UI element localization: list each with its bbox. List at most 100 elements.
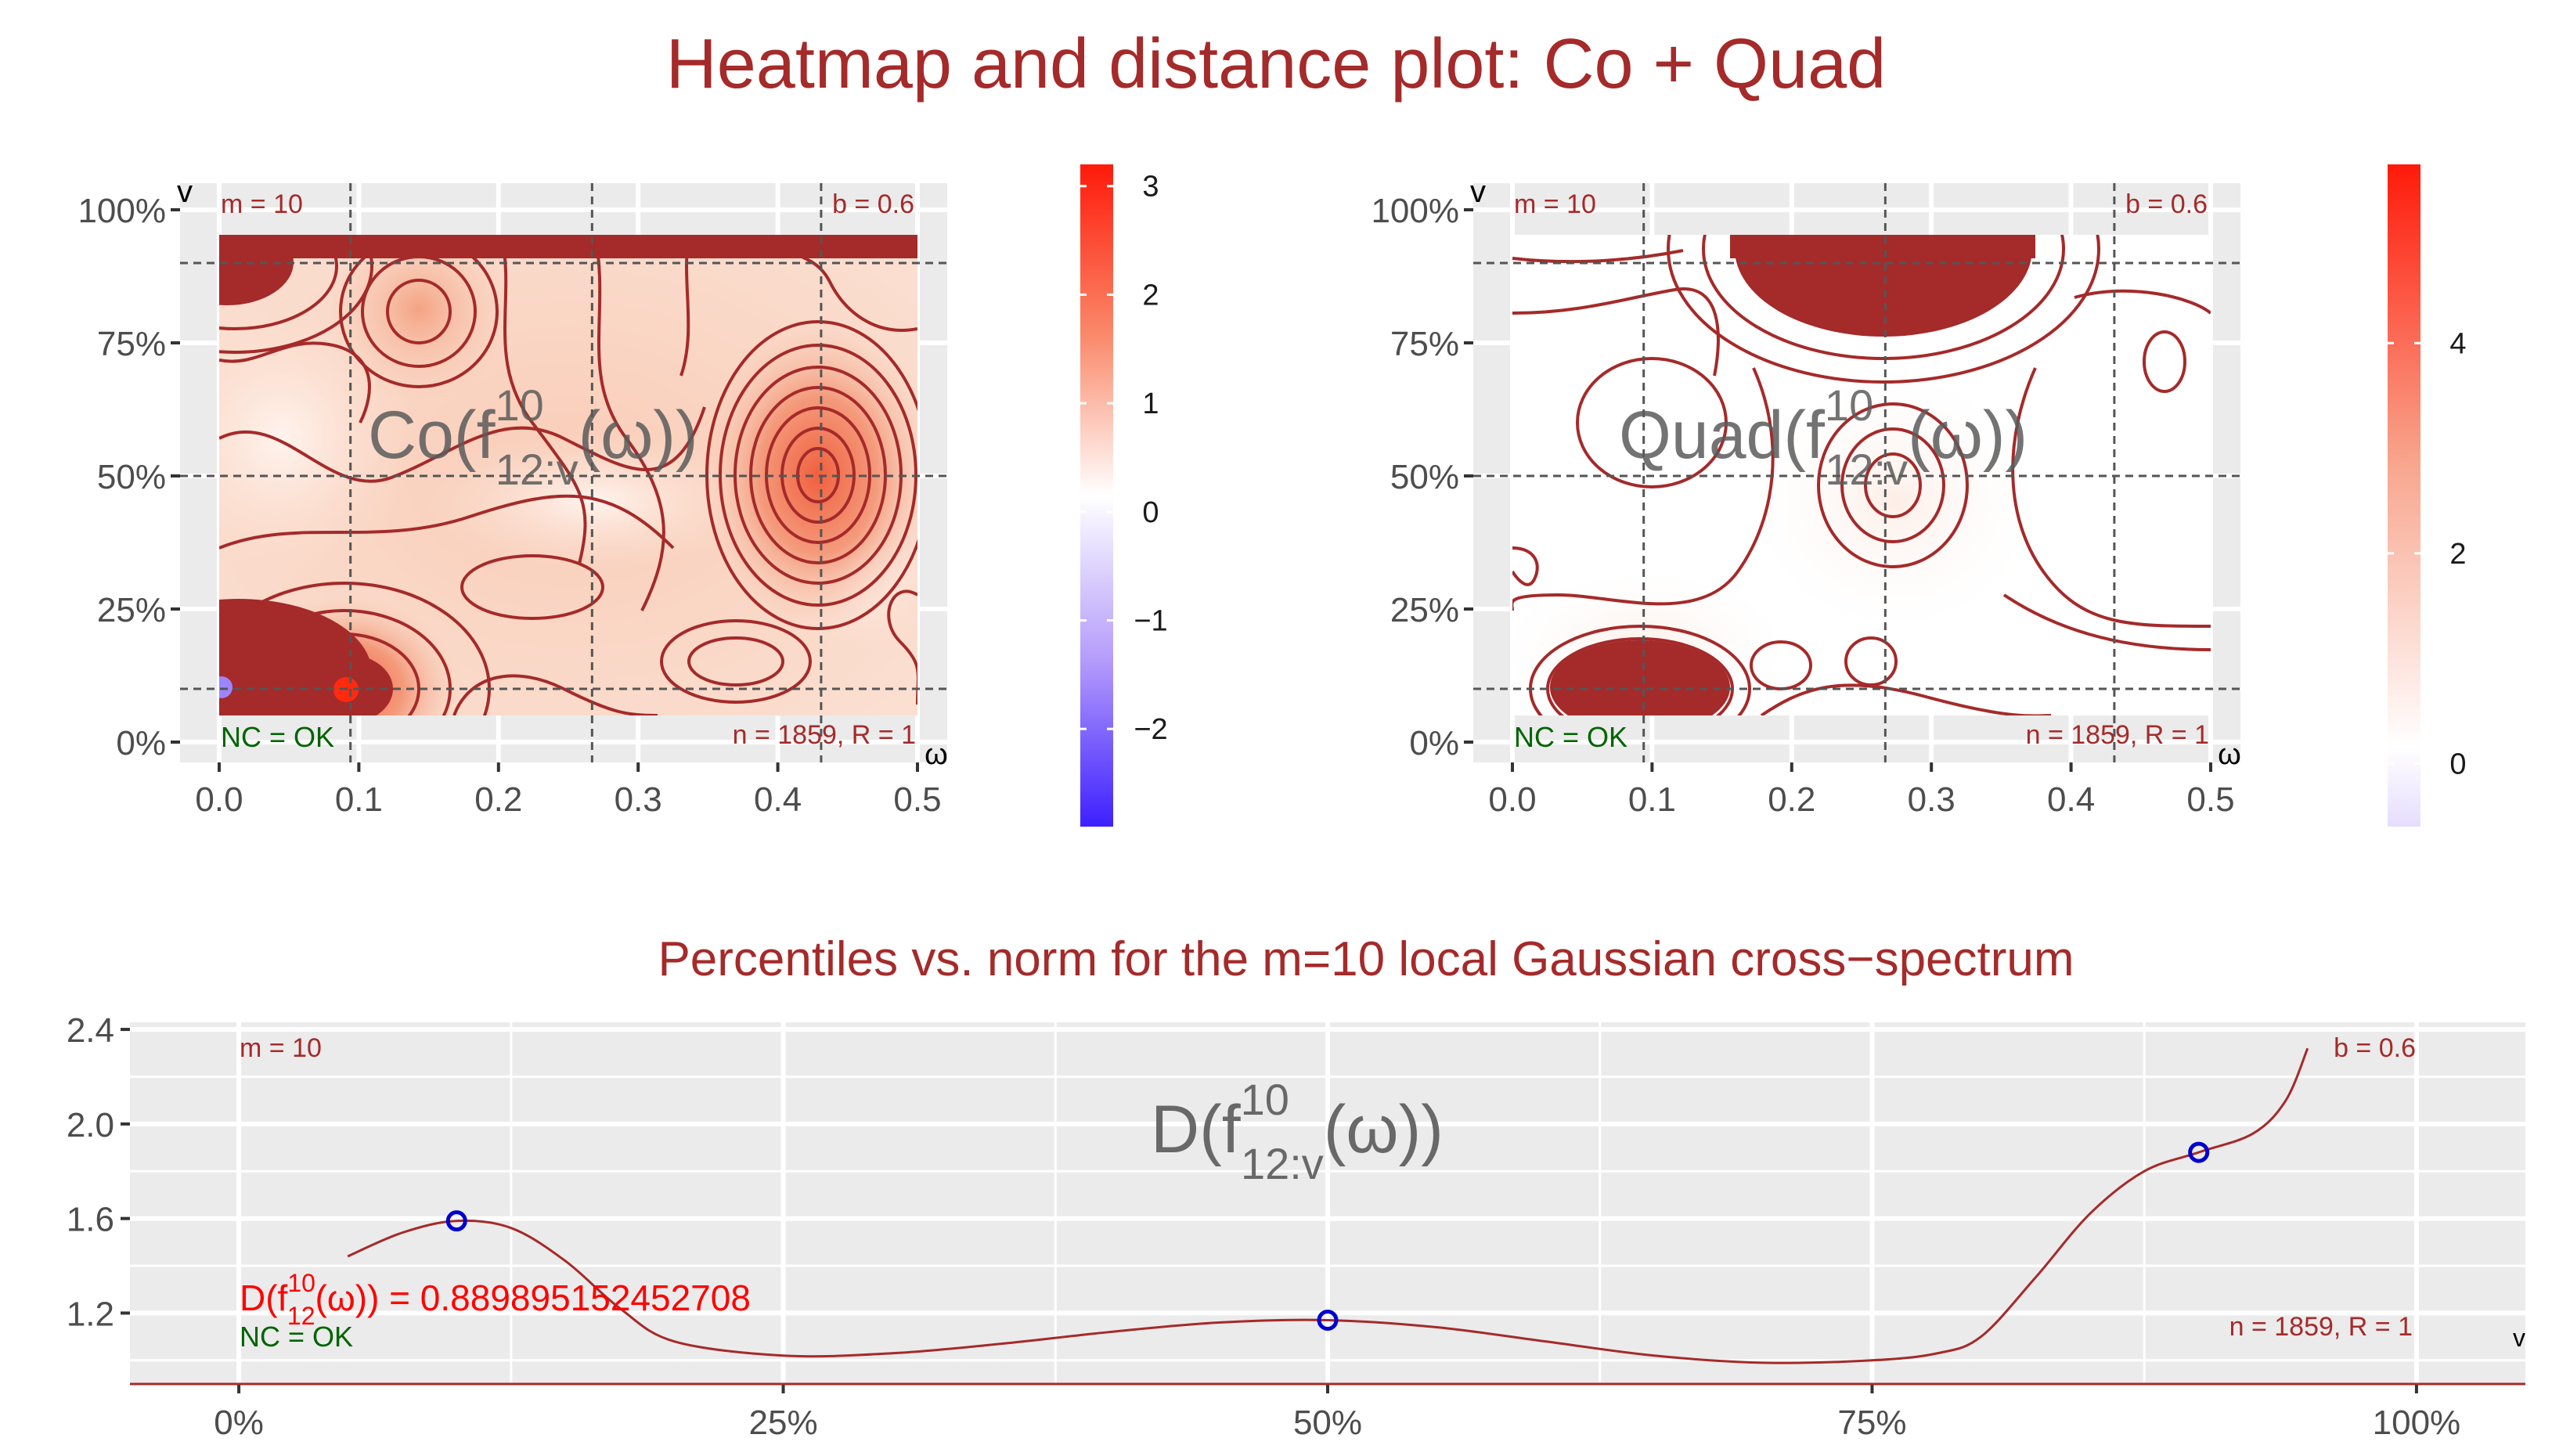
co-xtick-label: 0.2 bbox=[474, 780, 522, 819]
quad-ytick-label: 0% bbox=[1409, 724, 1459, 762]
quad-xtick-label: 0.0 bbox=[1488, 780, 1536, 819]
co-panel-label-arg: (ω)) bbox=[579, 398, 698, 473]
quad-cb-tick-label: 0 bbox=[2449, 748, 2466, 780]
co-contour bbox=[660, 619, 812, 704]
distance-ytick-label: 1.6 bbox=[67, 1201, 114, 1239]
quad-contour bbox=[2074, 289, 2211, 315]
quad-annot-b: b = 0.6 bbox=[2125, 189, 2208, 219]
quad-annot-nc: NC = OK bbox=[1514, 721, 1627, 753]
co-contour bbox=[705, 320, 917, 630]
co-panel-label-sub: 12:v bbox=[496, 445, 579, 494]
co-colorbar: 3 2 1 0 −1 −2 bbox=[1080, 164, 1168, 827]
quad-ytick-label: 50% bbox=[1390, 458, 1459, 496]
distance-point bbox=[1317, 1309, 1339, 1331]
co-ytick-label: 50% bbox=[97, 458, 166, 496]
co-x-axis: 0.0 0.1 0.2 0.3 0.4 0.5 bbox=[195, 762, 942, 819]
co-panel-label: Co(f10 12:v(ω)) bbox=[368, 380, 698, 494]
distance-y-axis: 2.4 2.0 1.6 1.2 bbox=[67, 1011, 130, 1333]
co-cb-tick-label: 1 bbox=[1142, 387, 1159, 420]
co-heatmap-panel: 0% 25% 50% 75% 100% 0.0 0.1 0.2 0.3 0.4 0.5 v ω m… bbox=[77, 164, 1168, 827]
distance-value-sub: 12 bbox=[287, 1302, 315, 1330]
co-contour bbox=[593, 235, 665, 611]
figure-title: Heatmap and distance plot: Co + Quad bbox=[666, 25, 1886, 103]
co-top-band bbox=[219, 235, 917, 258]
co-contour bbox=[687, 636, 784, 687]
quad-y-axis-label: v bbox=[1470, 175, 1486, 209]
co-contour bbox=[679, 235, 690, 377]
distance-title: Percentiles vs. norm for the m=10 local … bbox=[658, 932, 2074, 986]
distance-panel-label-arg: (ω)) bbox=[1324, 1092, 1444, 1167]
quad-cb-tick-label: 4 bbox=[2449, 327, 2466, 360]
quad-colorbar: 4 2 0 bbox=[2388, 164, 2467, 827]
co-contour bbox=[452, 674, 658, 715]
co-ytick-label: 0% bbox=[116, 724, 166, 762]
quad-contour bbox=[2143, 330, 2186, 393]
quad-xtick-label: 0.3 bbox=[1908, 780, 1955, 819]
distance-x-axis: 0% 25% 50% 75% 100% bbox=[214, 1384, 2460, 1442]
co-annot-b: b = 0.6 bbox=[832, 189, 914, 219]
distance-xtick-label: 25% bbox=[749, 1404, 818, 1442]
quad-contour bbox=[2002, 593, 2211, 651]
co-contour bbox=[766, 235, 917, 332]
quad-y-axis: 0% 25% 50% 75% 100% bbox=[1371, 192, 1473, 762]
distance-xtick-label: 75% bbox=[1837, 1404, 1906, 1442]
quad-contour bbox=[1512, 287, 1720, 377]
co-cb-tick-label: 0 bbox=[1142, 496, 1159, 529]
quad-cb-tick-label: 2 bbox=[2449, 538, 2466, 571]
quad-contour bbox=[1512, 546, 1539, 586]
distance-ytick-label: 1.2 bbox=[67, 1295, 114, 1333]
quad-panel-label: Quad(f10 12:v(ω)) bbox=[1619, 380, 2028, 494]
co-ytick-label: 75% bbox=[97, 325, 166, 363]
distance-panel-label: D(f10 12:v(ω)) bbox=[1151, 1075, 1444, 1188]
quad-contour bbox=[2011, 367, 2211, 628]
co-annot-n: n = 1859, R = 1 bbox=[733, 720, 916, 750]
co-contour bbox=[219, 235, 373, 354]
co-topleft-blob bbox=[219, 235, 294, 305]
distance-annot-b: b = 0.6 bbox=[2334, 1033, 2416, 1063]
quad-ytick-label: 100% bbox=[1371, 192, 1459, 230]
quad-contour bbox=[1702, 235, 2065, 360]
quad-annot-m: m = 10 bbox=[1514, 189, 1596, 219]
co-xtick-label: 0.1 bbox=[335, 780, 383, 819]
quad-contour bbox=[1760, 683, 2051, 715]
quad-heat-surface bbox=[1512, 235, 2211, 715]
quad-contour bbox=[1576, 357, 1728, 488]
co-annot-nc: NC = OK bbox=[221, 721, 334, 753]
distance-xtick-label: 0% bbox=[214, 1404, 264, 1442]
quad-panel-label-arg: (ω)) bbox=[1908, 398, 2028, 473]
distance-value-sup: 10 bbox=[287, 1269, 315, 1297]
co-blue-point bbox=[219, 676, 232, 698]
distance-x-axis-label: v bbox=[2513, 1324, 2525, 1352]
co-y-axis: 0% 25% 50% 75% 100% bbox=[77, 192, 180, 762]
co-contour bbox=[219, 406, 706, 483]
co-contour bbox=[219, 235, 338, 330]
quad-panel-label-sup: 10 bbox=[1825, 380, 1873, 430]
distance-gridlines bbox=[130, 1022, 2525, 1384]
distance-points bbox=[445, 1141, 2210, 1331]
distance-panel-label-sub: 12:v bbox=[1241, 1139, 1324, 1188]
distance-value-main: D(f bbox=[240, 1278, 288, 1318]
co-annot-m: m = 10 bbox=[221, 189, 303, 219]
co-cb-tick-label: 3 bbox=[1142, 171, 1159, 204]
quad-heatmap-panel: 0% 25% 50% 75% 100% 0.0 0.1 0.2 0.3 0.4 0.5 v ω m… bbox=[1371, 164, 2467, 827]
co-contour bbox=[499, 235, 587, 564]
co-cb-tick-label: −1 bbox=[1134, 604, 1167, 637]
distance-point bbox=[2188, 1141, 2210, 1163]
co-cb-tick-label: 2 bbox=[1142, 279, 1159, 312]
co-xtick-label: 0.3 bbox=[615, 780, 662, 819]
co-xtick-label: 0.0 bbox=[195, 780, 243, 819]
co-contour bbox=[460, 554, 604, 620]
co-contour bbox=[361, 255, 477, 368]
co-contour bbox=[339, 235, 499, 388]
co-cb-tick-label: −2 bbox=[1134, 713, 1167, 746]
co-contour bbox=[386, 279, 452, 344]
co-ytick-label: 100% bbox=[77, 192, 166, 230]
co-xtick-label: 0.5 bbox=[893, 780, 941, 819]
quad-contour bbox=[1667, 235, 2100, 384]
co-contour bbox=[219, 341, 371, 423]
co-ytick-label: 25% bbox=[97, 591, 166, 629]
quad-reference-lines bbox=[1473, 183, 2240, 762]
distance-annot-m: m = 10 bbox=[240, 1033, 322, 1063]
quad-xtick-label: 0.1 bbox=[1628, 780, 1676, 819]
